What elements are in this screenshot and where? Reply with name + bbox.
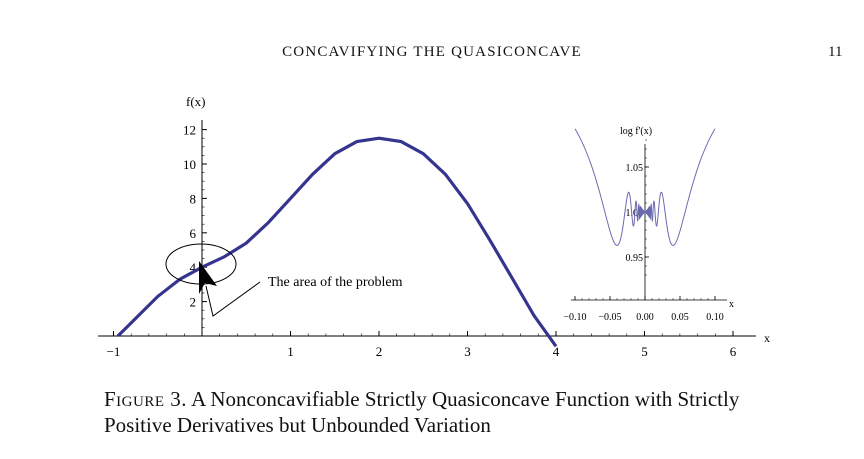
inset-y-tick-label: 1.00 xyxy=(626,208,644,219)
main-y-tick-label: 4 xyxy=(190,260,197,275)
inset-x-ticks: −0.10 −0.05 0.00 0.05 0.10 xyxy=(563,296,724,323)
main-x-tick-label: 4 xyxy=(553,344,560,359)
inset-y-tick-label: 1.05 xyxy=(626,163,644,174)
main-x-tick-label: 3 xyxy=(464,344,471,359)
inset-y-tick-label: 0.95 xyxy=(626,253,644,264)
main-y-tick-label: 8 xyxy=(190,191,197,206)
main-x-ticks: −1 1 2 3 4 5 6 xyxy=(107,331,737,359)
annotation-text: The area of the problem xyxy=(268,275,403,290)
inset-x-tick-label: 0.10 xyxy=(706,312,724,323)
main-y-tick-label: 2 xyxy=(190,295,197,310)
inset-x-tick-label: −0.05 xyxy=(598,312,621,323)
main-x-tick-label: 5 xyxy=(641,344,648,359)
main-x-tick-label: 1 xyxy=(287,344,294,359)
annotation-pointer xyxy=(205,281,261,317)
inset-x-tick-label: 0.05 xyxy=(671,312,689,323)
inset-title: log f'(x) xyxy=(620,126,652,137)
main-y-label: f(x) xyxy=(186,94,206,109)
inset-x-label: x xyxy=(729,299,734,310)
main-x-label: x xyxy=(764,331,770,345)
main-y-ticks: 2 4 6 8 10 12 xyxy=(183,123,207,328)
caption-label: Figure 3. xyxy=(104,387,188,411)
inset-y-ticks: 0.95 1.00 1.05 xyxy=(626,139,649,276)
running-head: CONCAVIFYING THE QUASICONCAVE xyxy=(282,44,582,60)
main-y-tick-label: 10 xyxy=(183,157,196,172)
inset-x-tick-label: −0.10 xyxy=(563,312,586,323)
inset-series-line xyxy=(574,128,716,246)
annotation-arrow-head xyxy=(199,261,217,294)
figure-caption: Figure 3. A Nonconcavifiable Strictly Qu… xyxy=(104,386,784,438)
caption-text: A Nonconcavifiable Strictly Quasiconcave… xyxy=(104,387,740,437)
page-number: 11 xyxy=(828,44,843,60)
main-y-tick-label: 6 xyxy=(190,226,197,241)
main-x-tick-label: 6 xyxy=(730,344,737,359)
main-x-tick-label: −1 xyxy=(107,344,121,359)
inset-x-tick-label: 0.00 xyxy=(636,312,654,323)
main-series-line xyxy=(116,136,558,348)
main-x-tick-label: 2 xyxy=(376,344,383,359)
main-y-tick-label: 12 xyxy=(183,123,196,138)
